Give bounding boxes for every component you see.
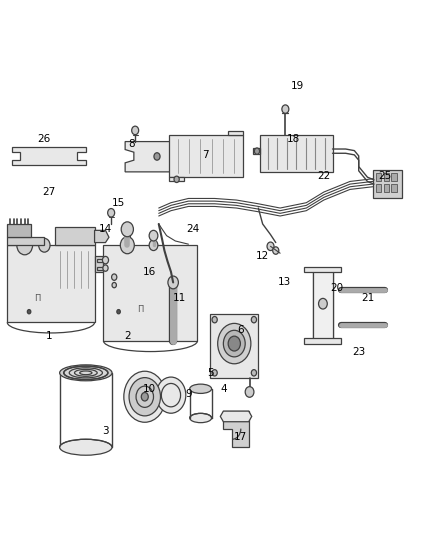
Text: 6: 6: [237, 325, 244, 335]
Circle shape: [120, 237, 134, 254]
Text: 23: 23: [352, 346, 365, 357]
Text: 20: 20: [330, 283, 343, 293]
Polygon shape: [7, 224, 31, 237]
Text: П: П: [137, 304, 144, 313]
Polygon shape: [97, 266, 103, 270]
Text: 3: 3: [102, 426, 109, 437]
Circle shape: [267, 242, 274, 251]
Circle shape: [154, 153, 160, 160]
Polygon shape: [95, 256, 103, 272]
Polygon shape: [373, 169, 403, 198]
Circle shape: [149, 230, 158, 241]
Polygon shape: [12, 147, 86, 165]
Text: 4: 4: [220, 384, 227, 394]
Text: 24: 24: [186, 224, 199, 235]
Circle shape: [27, 310, 31, 314]
Polygon shape: [210, 314, 258, 378]
Text: 21: 21: [361, 293, 374, 303]
Polygon shape: [220, 411, 252, 422]
Circle shape: [282, 105, 289, 114]
Polygon shape: [261, 135, 332, 172]
Polygon shape: [169, 135, 243, 177]
Circle shape: [168, 276, 178, 289]
Circle shape: [273, 247, 279, 254]
Circle shape: [251, 369, 257, 376]
Text: 11: 11: [173, 293, 186, 303]
Circle shape: [39, 238, 50, 252]
Polygon shape: [392, 184, 397, 192]
Circle shape: [121, 222, 134, 237]
Polygon shape: [103, 245, 197, 341]
Polygon shape: [188, 150, 199, 155]
Circle shape: [156, 377, 186, 413]
Polygon shape: [304, 266, 341, 344]
Circle shape: [17, 236, 32, 255]
Ellipse shape: [64, 366, 108, 379]
Circle shape: [103, 265, 108, 271]
Text: 13: 13: [278, 278, 291, 287]
Text: П: П: [35, 294, 41, 303]
Text: 8: 8: [128, 139, 135, 149]
Circle shape: [212, 369, 217, 376]
Ellipse shape: [60, 439, 112, 455]
Polygon shape: [384, 184, 389, 192]
Polygon shape: [228, 131, 243, 135]
Ellipse shape: [190, 384, 212, 393]
Text: 12: 12: [256, 251, 269, 261]
Text: 16: 16: [142, 267, 156, 277]
Polygon shape: [384, 173, 389, 181]
Polygon shape: [7, 245, 95, 322]
Polygon shape: [95, 230, 109, 243]
Circle shape: [132, 126, 139, 135]
Circle shape: [129, 377, 160, 416]
Circle shape: [112, 274, 117, 280]
Ellipse shape: [60, 365, 112, 381]
Text: 22: 22: [317, 171, 330, 181]
Polygon shape: [97, 259, 103, 262]
Circle shape: [254, 148, 260, 155]
Circle shape: [149, 240, 158, 251]
Circle shape: [141, 392, 148, 401]
Circle shape: [102, 256, 109, 264]
Polygon shape: [313, 272, 332, 338]
Text: 25: 25: [378, 171, 392, 181]
Text: 9: 9: [185, 389, 192, 399]
Polygon shape: [169, 177, 184, 181]
Text: 14: 14: [99, 224, 112, 235]
Text: 2: 2: [124, 330, 131, 341]
Circle shape: [124, 371, 166, 422]
Polygon shape: [125, 142, 188, 172]
Text: 27: 27: [42, 187, 55, 197]
Ellipse shape: [190, 414, 212, 423]
Circle shape: [117, 310, 120, 314]
Text: 5: 5: [207, 368, 214, 378]
Text: 26: 26: [38, 134, 51, 144]
Polygon shape: [376, 184, 381, 192]
Circle shape: [245, 386, 254, 397]
Polygon shape: [223, 411, 249, 447]
Polygon shape: [392, 173, 397, 181]
Text: 17: 17: [234, 432, 247, 442]
Text: 18: 18: [286, 134, 300, 144]
Text: 7: 7: [203, 150, 209, 160]
Circle shape: [212, 317, 217, 323]
Circle shape: [218, 324, 251, 364]
Circle shape: [223, 330, 245, 357]
Circle shape: [318, 298, 327, 309]
Text: 15: 15: [112, 198, 125, 208]
Circle shape: [228, 336, 240, 351]
Polygon shape: [7, 237, 44, 245]
Text: 1: 1: [46, 330, 52, 341]
Text: 10: 10: [143, 384, 155, 394]
Circle shape: [251, 317, 257, 323]
Text: 19: 19: [291, 81, 304, 91]
Circle shape: [174, 176, 179, 182]
Polygon shape: [376, 173, 381, 181]
Circle shape: [112, 282, 117, 288]
Polygon shape: [55, 227, 95, 245]
Circle shape: [108, 208, 115, 217]
Polygon shape: [253, 149, 261, 154]
